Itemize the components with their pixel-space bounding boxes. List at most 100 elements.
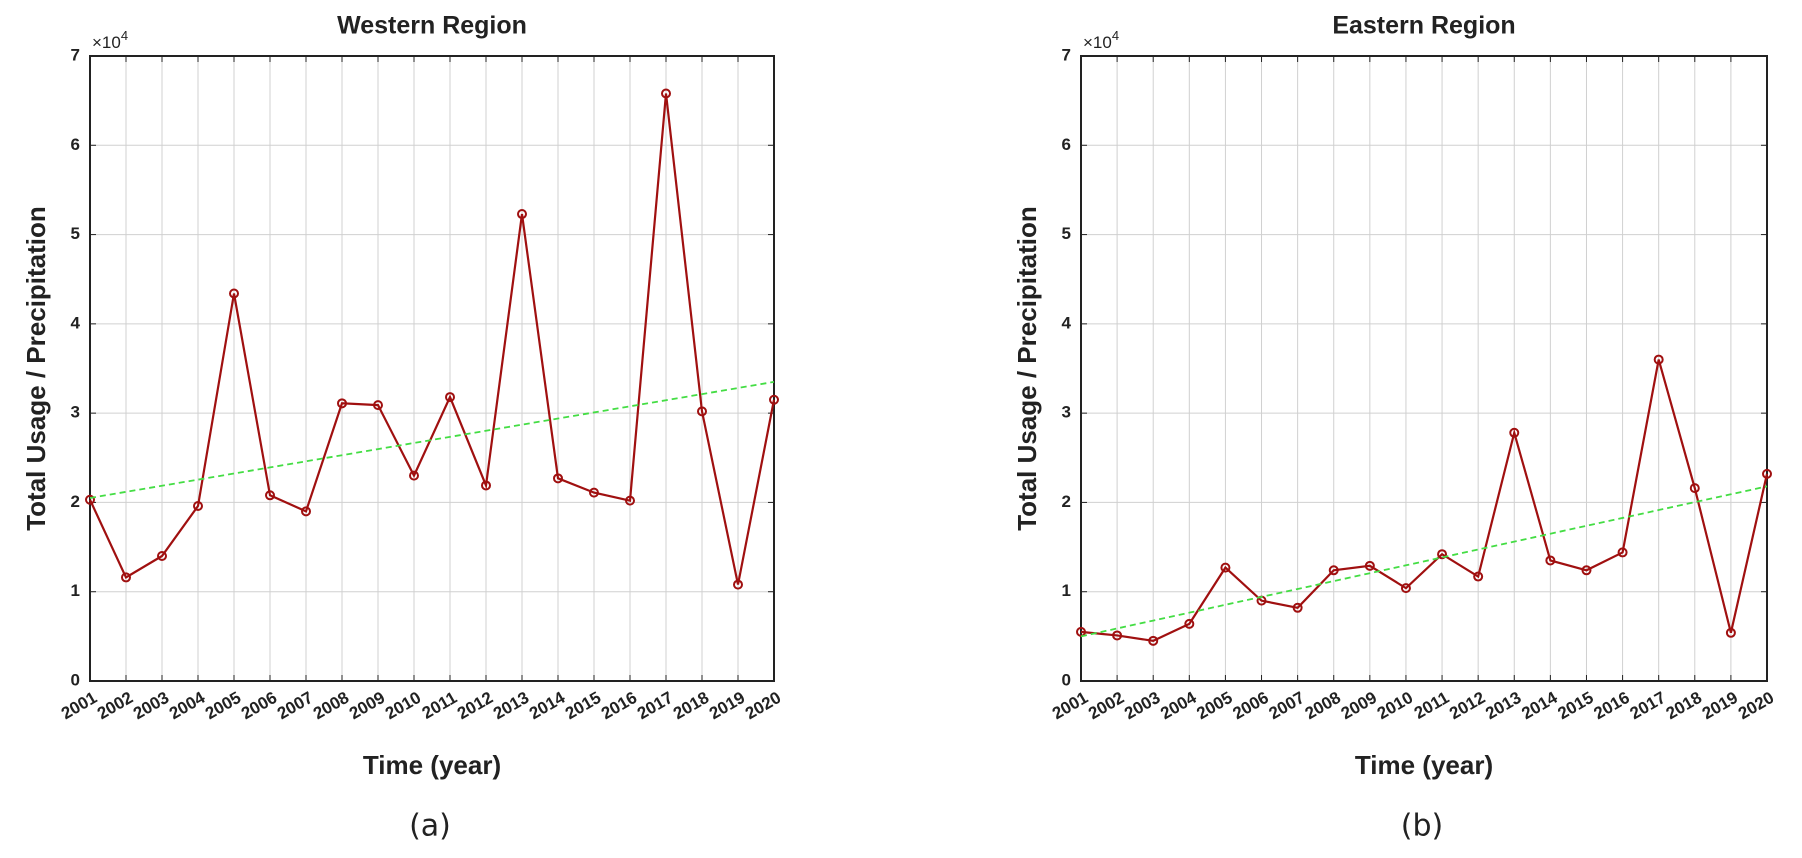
data-point: [1725, 627, 1736, 638]
data-point: [1545, 555, 1556, 566]
x-tick-label: 2013: [490, 688, 532, 723]
data-point: [1437, 549, 1448, 560]
y-tick-label: 3: [71, 403, 80, 422]
x-axis-label: Time (year): [363, 750, 501, 780]
x-tick-label: 2016: [598, 688, 640, 723]
x-tick-label: 2007: [1266, 688, 1308, 723]
x-tick-label: 2016: [1591, 688, 1633, 723]
data-point: [733, 579, 743, 590]
y-tick-label: 4: [71, 313, 81, 332]
data-point: [697, 406, 707, 417]
data-point: [229, 288, 239, 299]
plot-frame: [89, 55, 775, 682]
series-line: [89, 381, 775, 499]
data-point: [445, 392, 455, 403]
x-tick-label: 2012: [454, 688, 496, 723]
y-axis-label: Total Usage / Precipitation: [1012, 206, 1042, 531]
x-tick-label: 2006: [1230, 688, 1272, 723]
x-tick-label: 2018: [670, 688, 712, 723]
x-tick-label: 2004: [166, 688, 209, 724]
x-tick-label: 2006: [238, 688, 280, 723]
x-axis-label: Time (year): [1355, 750, 1493, 780]
y-tick-label: 0: [71, 670, 80, 689]
x-tick-label: 2008: [1302, 688, 1344, 723]
x-tick-label: 2001: [1049, 688, 1091, 723]
x-tick-label: 2009: [346, 688, 388, 723]
y-tick-label: 1: [71, 581, 80, 600]
y-tick-label: 0: [1062, 670, 1071, 689]
x-tick-label: 2014: [1518, 688, 1561, 724]
data-point: [1509, 427, 1520, 438]
x-tick-label: 2018: [1663, 688, 1705, 723]
y-tick-label: 6: [71, 135, 80, 154]
x-tick-label: 2002: [1085, 688, 1127, 723]
data-point: [373, 400, 383, 411]
data-point: [193, 501, 203, 511]
data-point: [1184, 618, 1195, 629]
x-tick-label: 2010: [1374, 688, 1416, 723]
y-tick-label: 6: [1062, 135, 1071, 154]
data-point: [1653, 354, 1664, 365]
y-tick-label: 4: [1062, 313, 1072, 332]
y-tick-label: 7: [71, 45, 80, 64]
x-tick-label: 2008: [310, 688, 352, 723]
x-tick-label: 2014: [526, 688, 569, 724]
y-tick-label: 5: [71, 224, 80, 243]
x-tick-label: 2013: [1482, 688, 1524, 723]
x-tick-label: 2010: [382, 688, 424, 723]
data-point: [625, 495, 635, 506]
data-point: [1689, 483, 1700, 494]
x-tick-label: 2011: [1411, 688, 1452, 723]
data-point: [1292, 602, 1303, 613]
data-point: [85, 494, 95, 505]
data-point: [589, 487, 599, 498]
y-axis-label: Total Usage / Precipitation: [21, 206, 51, 531]
data-point: [769, 394, 779, 405]
plot-frame: [1080, 55, 1768, 682]
x-tick-label: 2015: [562, 688, 604, 723]
data-point: [1220, 562, 1231, 573]
x-tick-label: 2017: [634, 688, 676, 723]
data-point: [1148, 635, 1159, 646]
y-multiplier-exponent: 4: [121, 28, 128, 43]
chart: 0 1 2 3 4 5 6 7 20012002200320042005200620072008…: [21, 12, 784, 844]
x-tick-label: 2009: [1338, 688, 1380, 723]
x-tick-label: 2002: [94, 688, 136, 723]
data-point: [409, 470, 419, 481]
data-point: [1473, 571, 1484, 582]
x-tick-label: 2017: [1627, 688, 1669, 723]
data-point: [1400, 583, 1411, 594]
data-point: [301, 506, 311, 517]
y-tick-label: 3: [1062, 403, 1071, 422]
x-tick-label: 2003: [130, 688, 172, 723]
y-multiplier: ×104: [1083, 28, 1119, 52]
data-point: [553, 473, 563, 484]
chart-title: Eastern Region: [1332, 12, 1515, 40]
y-multiplier-exponent: 4: [1112, 28, 1119, 43]
data-point: [1762, 468, 1772, 479]
x-tick-label: 2019: [1699, 688, 1741, 723]
chart: 0 1 2 3 4 5 6 7 20012002200320042005200620072008…: [1012, 12, 1777, 844]
data-point: [1617, 547, 1628, 558]
data-point: [121, 572, 131, 583]
x-tick-label: 2005: [202, 688, 244, 723]
data-point: [1581, 565, 1592, 576]
data-point: [1328, 565, 1339, 576]
y-multiplier: ×104: [92, 28, 128, 52]
series-line: [1080, 485, 1768, 638]
data-point: [517, 209, 527, 220]
y-multiplier-base: ×10: [1083, 33, 1112, 52]
data-point: [1112, 630, 1123, 641]
data-point: [661, 88, 671, 99]
y-tick-label: 2: [1062, 492, 1071, 511]
y-tick-label: 2: [71, 492, 80, 511]
caption: (b): [1401, 809, 1443, 844]
x-tick-label: 2007: [274, 688, 316, 723]
x-tick-label: 2020: [1735, 688, 1777, 723]
data-point: [265, 490, 275, 501]
x-tick-label: 2020: [742, 688, 784, 723]
series-line: [1080, 359, 1769, 642]
x-tick-label: 2003: [1121, 688, 1163, 723]
x-tick-label: 2019: [706, 688, 748, 723]
